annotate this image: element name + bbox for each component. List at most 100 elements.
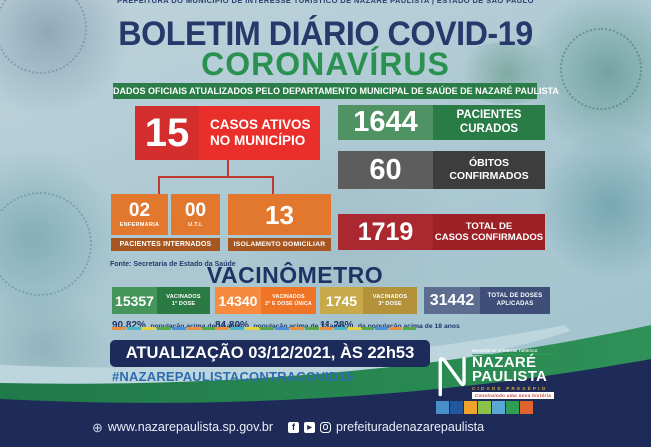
- update-timestamp-badge: ATUALIZAÇÃO 03/12/2021, ÀS 22h53: [110, 340, 430, 367]
- dose1-box: 15357 VACINADOS 1ª DOSE: [112, 287, 210, 314]
- dose2-percent: 84,80% população acima de 12 anos: [215, 320, 346, 331]
- active-cases-box: 15 CASOS ATIVOS NO MUNICÍPIO: [135, 106, 320, 160]
- percent-bar-segment: [157, 327, 171, 330]
- percent-bar-segment: [403, 327, 417, 330]
- percent-bar-segment: [320, 327, 333, 330]
- percent-bar-segment: [142, 327, 156, 330]
- cured-box: 1644 PACIENTES CURADOS: [338, 105, 545, 140]
- logo-name-line2: PAULISTA: [472, 368, 548, 386]
- facebook-icon: f: [288, 421, 299, 433]
- dose3-box: 1745 VACINADOS 3ª DOSE: [320, 287, 417, 314]
- total-cases-value: 1719: [338, 214, 433, 250]
- icu-box: 00 U.T.I.: [171, 194, 220, 235]
- footer-website: ⊕ www.nazarepaulista.sp.gov.br: [92, 420, 273, 434]
- percent-bar-segment: [230, 327, 244, 330]
- ward-label: ENFERMARIA: [119, 222, 160, 228]
- logo-pictogram-square: [520, 400, 533, 414]
- percent-bar-segment: [347, 327, 361, 330]
- logo-tagline: Construindo uma nova história: [472, 391, 554, 399]
- percent-bar-segment: [389, 327, 403, 330]
- official-data-badge: DADOS OFICIAIS ATUALIZADOS PELO DEPARTAM…: [113, 83, 559, 99]
- logo-pictogram-row: [436, 400, 554, 414]
- total-cases-box: 1719 TOTAL DE CASOS CONFIRMADOS: [338, 214, 545, 250]
- icu-value: 00: [184, 200, 207, 221]
- deaths-box: 60 ÓBITOS CONFIRMADOS: [338, 151, 545, 189]
- virus-ring: [0, 192, 92, 296]
- percent-bar-segment: [333, 327, 347, 330]
- dose2-value: 14340: [215, 287, 261, 314]
- logo-top-line: MUNICÍPIO DE INTERESSE TURÍSTICO: [472, 349, 554, 355]
- percent-bar-segment: [172, 327, 186, 330]
- percent-bar-segment: [127, 327, 141, 330]
- percent-bar-segment: [112, 327, 126, 330]
- home-isolation-value: 13: [265, 199, 294, 230]
- percent-bar-segment: [187, 327, 201, 330]
- dose2-label: VACINADOS 2ª E DOSE ÚNICA: [261, 287, 316, 314]
- total-doses-box: 31442 TOTAL DE DOSES APLICADAS: [424, 287, 550, 314]
- dose1-value: 15357: [112, 287, 157, 314]
- dose1-label: VACINADOS 1ª DOSE: [157, 287, 210, 314]
- percent-bar-segment: [290, 327, 304, 330]
- dose3-label: VACINADOS 3ª DOSE: [363, 287, 417, 314]
- dose3-value: 1745: [320, 287, 363, 314]
- virus-blob: [0, 140, 125, 335]
- website-url: www.nazarepaulista.sp.gov.br: [107, 420, 274, 434]
- total-doses-value: 31442: [424, 287, 480, 314]
- percent-bar-segment: [275, 327, 289, 330]
- logo-pictogram-square: [506, 400, 519, 414]
- page-subtitle: CORONAVÍRUS: [201, 46, 450, 82]
- dose2-box: 14340 VACINADOS 2ª E DOSE ÚNICA: [215, 287, 316, 314]
- footer-swoosh-graphic: [0, 325, 651, 447]
- campaign-hashtag: #NAZAREPAULISTACONTRACOVID19: [112, 369, 354, 384]
- logo-subtitle: CIDADE PRESÉPIO: [472, 385, 548, 391]
- page-title: BOLETIM DIÁRIO COVID-19: [118, 15, 533, 53]
- logo-n-mark-icon: [438, 356, 466, 396]
- percent-bar-segment: [375, 327, 389, 330]
- footer-social: f ▶ prefeituradenazarepaulista: [288, 420, 484, 434]
- percent-bar-segment: [202, 327, 216, 330]
- dose1-percent: 90,82% população acima de 12 anos: [112, 320, 243, 331]
- logo-pictogram-square: [464, 400, 477, 414]
- hospitalized-label-bar: PACIENTES INTERNADOS: [111, 238, 220, 251]
- cured-value: 1644: [338, 105, 433, 140]
- active-cases-label: CASOS ATIVOS NO MUNICÍPIO: [199, 106, 320, 160]
- logo-pictogram-square: [450, 400, 463, 414]
- connector-line: [158, 176, 274, 178]
- logo-pictogram-square: [492, 400, 505, 414]
- icu-label: U.T.I.: [188, 222, 203, 228]
- connector-line: [158, 176, 160, 194]
- percent-bar-segment: [260, 327, 274, 330]
- percent-bar-segment: [361, 327, 375, 330]
- youtube-icon: ▶: [304, 421, 315, 433]
- dose3-percent-bar: [320, 327, 417, 330]
- data-source-note: Fonte: Secretaria de Estado da Saúde: [110, 261, 236, 268]
- dose1-percent-bar: [112, 327, 216, 330]
- deaths-value: 60: [338, 151, 433, 189]
- deaths-label: ÓBITOS CONFIRMADOS: [433, 151, 545, 189]
- globe-icon: ⊕: [92, 419, 103, 435]
- logo-pictogram-square: [478, 400, 491, 414]
- connector-line: [227, 160, 229, 177]
- percent-bar-segment: [305, 327, 319, 330]
- instagram-icon: [320, 421, 331, 433]
- city-logo: MUNICÍPIO DE INTERESSE TURÍSTICO NAZARÉ …: [436, 349, 554, 414]
- social-handle: prefeituradenazarepaulista: [336, 420, 485, 434]
- percent-bar-segment: [215, 327, 229, 330]
- vaccinometer-title: VACINÔMETRO: [206, 262, 384, 288]
- ward-value: 02: [128, 200, 151, 221]
- virus-blob: [528, 128, 651, 283]
- logo-pictogram-square: [436, 400, 449, 414]
- cured-label: PACIENTES CURADOS: [433, 105, 545, 140]
- total-doses-label: TOTAL DE DOSES APLICADAS: [480, 287, 550, 314]
- total-cases-label: TOTAL DE CASOS CONFIRMADOS: [433, 214, 545, 250]
- home-isolation-label-bar: ISOLAMENTO DOMICILIAR: [228, 238, 331, 251]
- percent-bar-segment: [245, 327, 259, 330]
- ward-box: 02 ENFERMARIA: [111, 194, 168, 235]
- logo-name-line1: NAZARÉ: [472, 354, 537, 371]
- home-isolation-box: 13: [228, 194, 331, 235]
- active-cases-value: 15: [135, 106, 199, 160]
- dose2-percent-bar: [215, 327, 319, 330]
- connector-line: [272, 176, 274, 194]
- dose3-percent: 11,28% da população acima de 18 anos: [320, 320, 460, 331]
